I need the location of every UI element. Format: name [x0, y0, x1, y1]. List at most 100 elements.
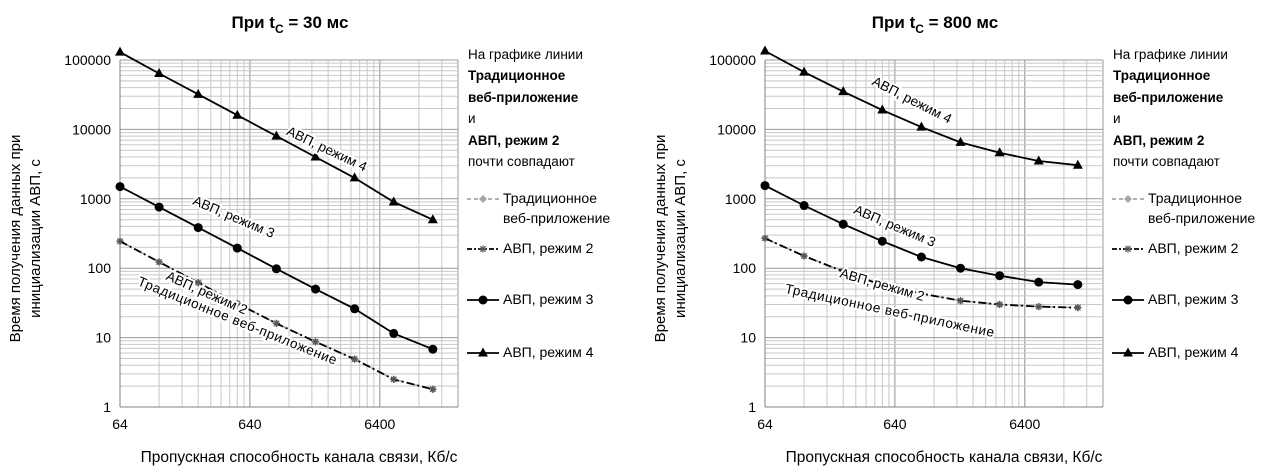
x-tick-label: 6400 [1009, 416, 1040, 432]
grid [764, 59, 1104, 408]
data-point [995, 271, 1005, 281]
series-line [119, 240, 433, 391]
data-point [996, 300, 1004, 309]
legend-label: Традиционное веб-приложение [503, 190, 610, 226]
data-point [1072, 159, 1083, 169]
data-point [877, 104, 888, 114]
chart-title: При tC = 30 мс [232, 13, 349, 36]
data-point [917, 290, 926, 298]
legend-marker [478, 347, 488, 357]
y-tick-label: 10 [740, 330, 756, 346]
data-point [916, 121, 927, 131]
data-point [272, 319, 281, 328]
data-point [877, 236, 887, 246]
legend-marker [1124, 245, 1132, 253]
data-point [271, 130, 282, 140]
data-point [1073, 280, 1083, 290]
y-axis-label-line1: Время получения данных при [7, 135, 24, 343]
y-tick-label: 100000 [709, 52, 756, 68]
legend: Традиционное веб-приложение АВП, режим 2 АВ… [467, 190, 610, 360]
data-point [116, 237, 124, 245]
data-point [878, 281, 886, 289]
note-line3: веб-приложение [468, 90, 579, 105]
data-point [799, 66, 810, 76]
data-point [115, 182, 125, 192]
note-line5: АВП, режим 2 [1113, 133, 1204, 148]
data-point [232, 243, 242, 253]
legend-label: АВП, режим 3 [503, 291, 594, 307]
legend-label: АВП, режим 2 [1148, 240, 1239, 256]
data-point [390, 375, 398, 383]
data-point [916, 252, 926, 262]
note-line2: Традиционное [1113, 68, 1211, 83]
legend-marker [1123, 295, 1133, 305]
note-line1: На графике линии [468, 47, 583, 62]
note-line3: веб-приложение [1113, 90, 1224, 105]
y-axis-label-line2: инициализации АВП, с [672, 159, 689, 318]
legend-marker [1124, 195, 1132, 203]
data-point [839, 267, 847, 275]
x-tick-label: 64 [757, 416, 773, 432]
data-point [154, 202, 164, 212]
note-line6: почти совпадают [468, 154, 575, 169]
data-point [311, 284, 321, 294]
y-axis-label-line1: Время получения данных при [652, 135, 669, 343]
note-line2: Традиционное [468, 68, 566, 83]
data-point [351, 355, 359, 363]
x-axis-label: Пропускная способность канала связи, Кб/… [786, 449, 1103, 466]
data-point [1074, 304, 1082, 312]
data-point [311, 338, 320, 346]
note-line1: На графике линии [1113, 47, 1228, 62]
data-point [760, 45, 770, 55]
series-3 [115, 182, 438, 354]
x-tick-label: 64 [112, 416, 128, 432]
x-tick-label: 6400 [364, 416, 395, 432]
note-line4: и [1113, 111, 1121, 126]
y-tick-label: 1 [103, 399, 111, 415]
series-3 [760, 181, 1083, 290]
legend-label: АВП, режим 2 [503, 240, 594, 256]
data-point [310, 151, 321, 161]
curve-label: АВП, режим 3 [191, 193, 277, 241]
title-suffix: = 800 мс [924, 13, 998, 32]
title-subscript: C [915, 22, 924, 36]
y-tick-label: 10 [95, 330, 111, 346]
note-line6: почти совпадают [1113, 154, 1220, 169]
data-point [760, 181, 770, 191]
chart-panel-1: 1 10 100 1000 10000 100000 64 640 6400 При tC = 3… [7, 13, 610, 466]
legend-label-text: Традиционное [503, 190, 597, 206]
title-prefix: При t [232, 13, 276, 32]
data-point [233, 299, 241, 308]
data-point [388, 196, 399, 206]
legend: Традиционное веб-приложение АВП, режим 2 АВ… [1112, 190, 1255, 360]
data-point [193, 88, 204, 98]
chart-panel-2: 1 10 100 1000 10000 100000 64 640 6400 При tC = 8… [652, 13, 1255, 466]
data-point [271, 264, 281, 274]
note-line5: АВП, режим 2 [468, 133, 559, 148]
data-point [115, 46, 125, 56]
data-point [799, 201, 809, 211]
data-point [389, 328, 399, 338]
legend-marker [1123, 347, 1133, 357]
legend-label-text-cont: веб-приложение [503, 210, 610, 226]
legend-label-text: Традиционное [1148, 190, 1242, 206]
legend-label: АВП, режим 4 [503, 344, 594, 360]
legend-label-text-cont: веб-приложение [1148, 210, 1255, 226]
data-point [838, 219, 848, 229]
y-tick-label: 10000 [72, 121, 111, 137]
data-point [956, 297, 965, 305]
legend-marker [479, 245, 487, 253]
data-point [350, 304, 360, 314]
series-2 [116, 237, 437, 393]
data-point [232, 109, 243, 119]
x-tick-label: 640 [883, 416, 907, 432]
y-tick-label: 1 [748, 399, 756, 415]
data-point [1034, 277, 1044, 287]
data-point [1035, 302, 1043, 311]
data-point [429, 385, 437, 393]
x-axis-label: Пропускная способность канала связи, Кб/… [141, 449, 458, 466]
legend-label: Традиционное веб-приложение [1148, 190, 1255, 226]
series-line [764, 237, 1078, 309]
y-axis-label-line2: инициализации АВП, с [27, 159, 44, 318]
